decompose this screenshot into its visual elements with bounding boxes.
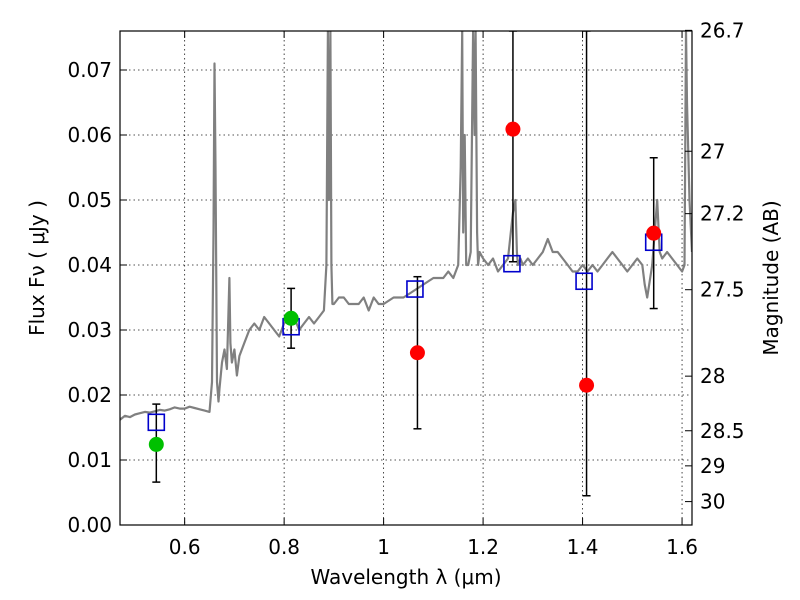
axis-labels: Wavelength λ (μm) Flux Fν ( μJy ) Magnit… bbox=[25, 200, 783, 589]
plot-area bbox=[120, 31, 692, 497]
green-data-point bbox=[283, 310, 299, 326]
x-tick-label: 1.4 bbox=[567, 535, 599, 559]
red-data-point bbox=[579, 377, 595, 393]
y-tick-label: 0.04 bbox=[67, 253, 112, 277]
y-tick-label: 0.02 bbox=[67, 383, 112, 407]
magnitude-tick-label: 28 bbox=[700, 364, 725, 388]
y-tick-label: 0.01 bbox=[67, 448, 112, 472]
magnitude-tick-label: 29 bbox=[700, 454, 725, 478]
y-tick-label: 0.05 bbox=[67, 188, 112, 212]
axis-ticks: 0.6 0.8 1 1.2 1.4 1.6 0.00 0.01 0.02 0.03 0.04 0.05… bbox=[67, 18, 744, 559]
model-square-point bbox=[503, 254, 521, 273]
y-tick-label: 0.00 bbox=[67, 513, 112, 537]
magnitude-tick-label: 27 bbox=[700, 139, 725, 163]
x-tick-label: 1.2 bbox=[467, 535, 499, 559]
y-axis-label: Flux Fν ( μJy ) bbox=[25, 200, 49, 336]
x-tick-label: 0.8 bbox=[268, 535, 300, 559]
spectrum-line bbox=[120, 31, 692, 421]
magnitude-tick-label: 30 bbox=[700, 490, 725, 514]
red-data-point bbox=[646, 225, 662, 241]
red-data-point bbox=[505, 121, 521, 137]
model-square-point bbox=[406, 280, 424, 298]
plot-frame bbox=[119, 30, 693, 526]
magnitude-tick-label: 28.5 bbox=[700, 419, 745, 443]
model-square-point bbox=[147, 413, 166, 432]
magnitude-tick-label: 27.5 bbox=[700, 278, 745, 302]
y-tick-label: 0.03 bbox=[67, 318, 112, 342]
x-axis-label: Wavelength λ (μm) bbox=[310, 565, 501, 589]
x-tick-label: 0.6 bbox=[169, 535, 201, 559]
model-square-point bbox=[575, 272, 593, 291]
x-tick-label: 1.6 bbox=[666, 535, 698, 559]
magnitude-tick-label: 26.7 bbox=[700, 18, 745, 42]
y-tick-label: 0.07 bbox=[67, 58, 112, 82]
red-data-point bbox=[409, 345, 425, 361]
magnitude-axis-label: Magnitude (AB) bbox=[759, 200, 783, 355]
magnitude-tick-label: 27.2 bbox=[700, 202, 745, 226]
green-data-point bbox=[148, 436, 164, 452]
x-tick-label: 1 bbox=[377, 535, 390, 559]
y-tick-label: 0.06 bbox=[67, 123, 112, 147]
